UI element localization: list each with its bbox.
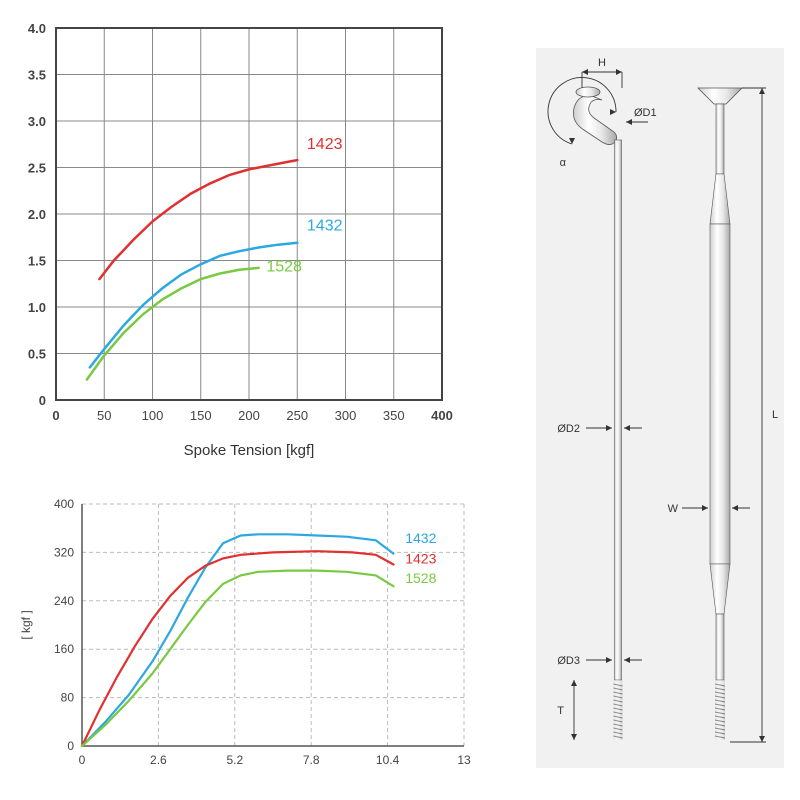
svg-text:4.0: 4.0 — [28, 21, 46, 36]
svg-text:1.5: 1.5 — [28, 254, 46, 269]
svg-text:100: 100 — [142, 408, 164, 423]
chart1-xlabel: Spoke Tension [kgf] — [184, 442, 315, 459]
svg-text:0: 0 — [67, 739, 74, 753]
svg-text:2.0: 2.0 — [28, 207, 46, 222]
chart1-label-1528: 1528 — [266, 259, 302, 276]
chart1-series-1528 — [87, 268, 259, 380]
svg-text:240: 240 — [54, 594, 74, 608]
svg-text:320: 320 — [54, 545, 74, 559]
svg-text:0: 0 — [52, 408, 59, 423]
svg-text:300: 300 — [335, 408, 357, 423]
svg-text:400: 400 — [54, 497, 74, 511]
chart2-label-1432: 1432 — [405, 530, 436, 546]
dim-label-OD2: ØD2 — [557, 423, 580, 435]
svg-text:350: 350 — [383, 408, 405, 423]
left-spoke-shaft — [615, 140, 622, 680]
svg-text:1.0: 1.0 — [28, 300, 46, 315]
dim-label-alpha: α — [560, 157, 567, 169]
svg-text:80: 80 — [61, 691, 75, 705]
svg-text:7.8: 7.8 — [303, 753, 320, 767]
chart2-label-1423: 1423 — [405, 551, 436, 567]
dim-label-T: T — [557, 705, 564, 717]
dim-label-H: H — [598, 57, 606, 69]
svg-text:250: 250 — [286, 408, 308, 423]
chart2-ylabel: [ kgf ] — [19, 610, 33, 639]
dim-label-OD1: ØD1 — [634, 107, 657, 119]
chart1-label-1432: 1432 — [307, 218, 343, 235]
svg-text:3.5: 3.5 — [28, 68, 46, 83]
svg-text:5.2: 5.2 — [226, 753, 243, 767]
dim-label-L: L — [772, 409, 778, 421]
svg-text:200: 200 — [238, 408, 260, 423]
svg-text:160: 160 — [54, 642, 74, 656]
svg-text:0: 0 — [39, 393, 46, 408]
svg-text:3.0: 3.0 — [28, 114, 46, 129]
chart2-label-1528: 1528 — [405, 570, 436, 586]
svg-text:10.4: 10.4 — [376, 753, 400, 767]
dim-label-OD3: ØD3 — [557, 655, 580, 667]
kgf-curve-chart: 0 80 160 240 320 400 0 2.6 5.2 7.8 10.4 13 [ kgf ] 14… — [10, 490, 480, 780]
chart1-label-1423: 1423 — [307, 136, 343, 153]
svg-text:0.5: 0.5 — [28, 347, 46, 362]
svg-text:0: 0 — [79, 753, 86, 767]
spoke-dimension-diagram: Hα ØD1 ØD2 ØD3 T W L — [530, 48, 790, 768]
spoke-tension-chart: 0 0.5 1.0 1.5 2.0 2.5 3.0 3.5 4.0 0 50 100 150 200 250… — [0, 0, 470, 480]
svg-text:2.5: 2.5 — [28, 161, 46, 176]
dim-label-W: W — [668, 503, 679, 515]
svg-text:50: 50 — [97, 408, 111, 423]
chart2-series-1432 — [82, 534, 394, 746]
svg-text:150: 150 — [190, 408, 212, 423]
svg-text:2.6: 2.6 — [150, 753, 167, 767]
svg-text:13: 13 — [457, 753, 471, 767]
svg-text:400: 400 — [431, 408, 453, 423]
chart2-series-1423 — [82, 551, 394, 746]
right-spoke-blade — [710, 224, 730, 564]
